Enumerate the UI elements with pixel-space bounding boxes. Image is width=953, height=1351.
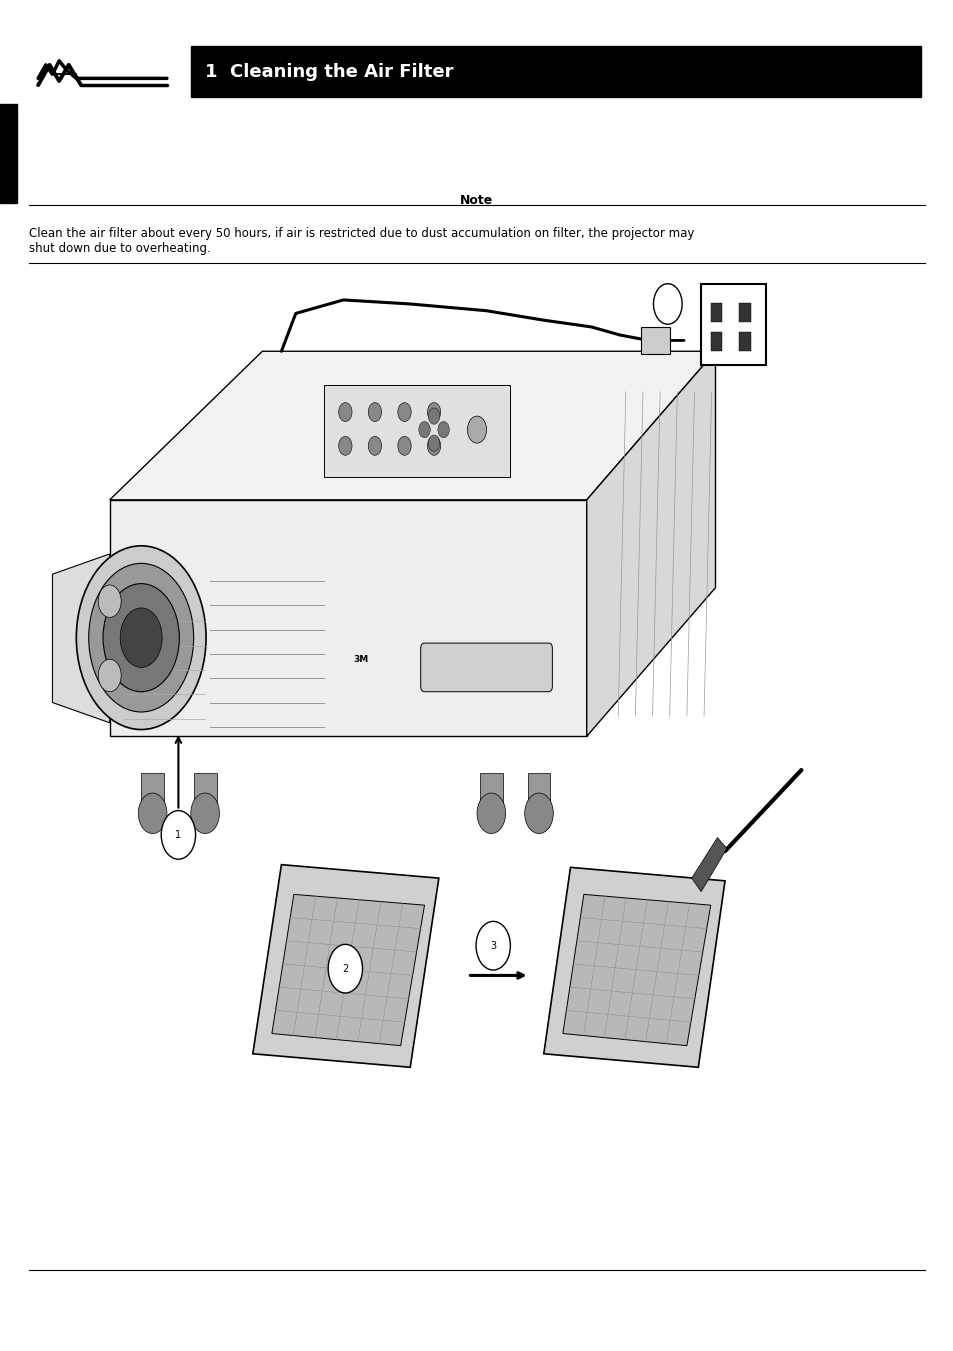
FancyBboxPatch shape <box>420 643 552 692</box>
Circle shape <box>368 436 381 455</box>
Circle shape <box>476 793 505 834</box>
Circle shape <box>476 921 510 970</box>
Circle shape <box>89 563 193 712</box>
Circle shape <box>138 793 167 834</box>
Circle shape <box>338 403 352 422</box>
Circle shape <box>76 546 206 730</box>
Bar <box>0 104 17 203</box>
Circle shape <box>161 811 195 859</box>
Text: 3: 3 <box>490 940 496 951</box>
Polygon shape <box>586 351 715 736</box>
Circle shape <box>427 403 440 422</box>
Bar <box>141 773 164 813</box>
Polygon shape <box>562 894 710 1046</box>
Text: —: — <box>52 62 77 86</box>
Circle shape <box>467 416 486 443</box>
Circle shape <box>338 436 352 455</box>
Polygon shape <box>272 894 424 1046</box>
Text: Note: Note <box>460 193 493 207</box>
Circle shape <box>103 584 179 692</box>
Bar <box>710 332 721 351</box>
Polygon shape <box>52 554 110 723</box>
Circle shape <box>427 436 440 455</box>
Circle shape <box>397 403 411 422</box>
Circle shape <box>428 408 439 424</box>
Circle shape <box>191 793 219 834</box>
Text: Clean the air filter about every 50 hours, if air is restricted due to dust accu: Clean the air filter about every 50 hour… <box>29 227 693 255</box>
Text: 1: 1 <box>175 830 181 840</box>
Polygon shape <box>691 838 726 892</box>
Polygon shape <box>543 867 724 1067</box>
Text: 2: 2 <box>342 963 348 974</box>
Text: 1  Cleaning the Air Filter: 1 Cleaning the Air Filter <box>205 62 453 81</box>
Circle shape <box>397 436 411 455</box>
Circle shape <box>98 585 121 617</box>
Bar <box>479 773 502 813</box>
Bar <box>193 773 216 813</box>
Bar <box>739 332 750 351</box>
Circle shape <box>653 284 681 324</box>
Text: 3M: 3M <box>353 655 368 663</box>
Circle shape <box>120 608 162 667</box>
Circle shape <box>428 435 439 451</box>
Bar <box>191 46 920 97</box>
Polygon shape <box>253 865 438 1067</box>
Bar <box>640 327 669 354</box>
Circle shape <box>524 793 553 834</box>
Polygon shape <box>110 500 586 736</box>
Circle shape <box>368 403 381 422</box>
Circle shape <box>328 944 362 993</box>
Circle shape <box>98 659 121 692</box>
Bar <box>527 773 550 813</box>
Circle shape <box>418 422 430 438</box>
Polygon shape <box>110 351 715 500</box>
Circle shape <box>437 422 449 438</box>
Bar <box>700 284 765 365</box>
Bar <box>324 385 510 477</box>
Bar <box>710 303 721 322</box>
Bar <box>739 303 750 322</box>
